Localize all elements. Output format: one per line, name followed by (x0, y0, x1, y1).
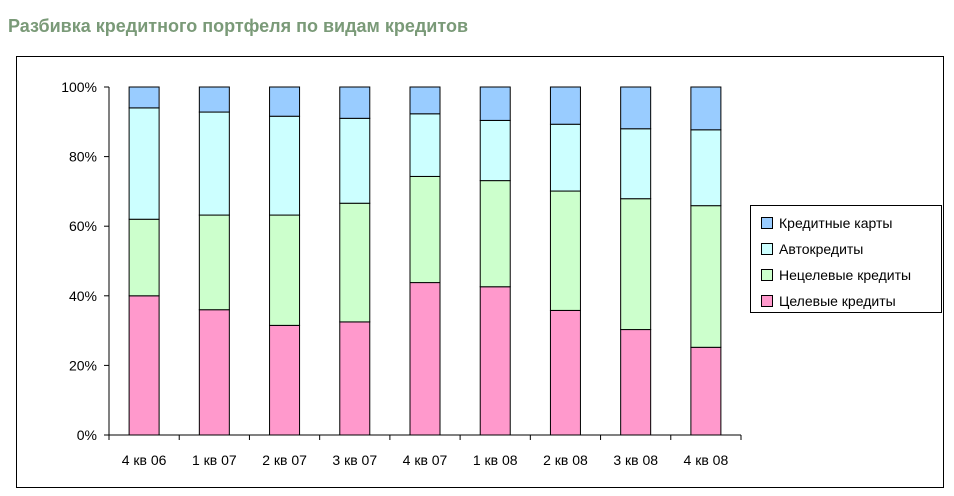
chart-area: 0% 20% 40% 60% 80% 100% 4 кв 06 1 кв 07 2 кв 07… (16, 56, 944, 488)
x-tick-label: 2 кв 07 (262, 452, 307, 468)
bar-segment-1-5 (409, 282, 441, 436)
bar-segment-3-1 (128, 107, 160, 220)
bar-segment-2-3 (269, 214, 301, 326)
x-tick-label: 4 кв 08 (684, 452, 729, 468)
bar-segment-2-7 (549, 190, 581, 311)
bar-segment-4-4 (339, 86, 371, 119)
bar-segment-2-6 (479, 180, 511, 288)
bar-segment-4-9 (690, 86, 722, 131)
stacked-bar-chart: 0% 20% 40% 60% 80% 100% 4 кв 06 1 кв 07 2 кв 07… (61, 79, 742, 468)
legend-item: Кредитные карты (761, 210, 941, 236)
y-tick-label: 40% (69, 288, 97, 304)
legend: Кредитные карты Автокредиты Нецелевые кр… (750, 205, 942, 313)
bar-segment-1-2 (198, 309, 230, 436)
legend-swatch (761, 295, 773, 307)
legend-label: Целевые кредиты (779, 293, 896, 309)
bar-segment-1-6 (479, 286, 511, 436)
bar-segment-4-3 (269, 86, 301, 117)
x-axis: 4 кв 06 1 кв 07 2 кв 07 3 кв 07 4 кв 07 1 кв … (108, 434, 742, 468)
bar-series (128, 86, 722, 436)
page-title: Разбивка кредитного портфеля по видам кр… (8, 16, 469, 36)
bar-segment-1-7 (549, 309, 581, 436)
bar-segment-4-2 (198, 86, 230, 113)
bar-segment-1-4 (339, 321, 371, 436)
bar-segment-1-3 (269, 324, 301, 436)
x-tick-label: 1 кв 07 (192, 452, 237, 468)
bar-segment-2-2 (198, 214, 230, 311)
bar-segment-3-8 (620, 128, 652, 200)
legend-label: Нецелевые кредиты (779, 267, 912, 283)
legend-swatch (761, 269, 773, 281)
bar-segment-4-8 (620, 86, 652, 130)
legend-item: Нецелевые кредиты (761, 262, 941, 288)
x-tick-label: 4 кв 06 (122, 452, 167, 468)
y-axis: 0% 20% 40% 60% 80% 100% (61, 79, 110, 443)
legend-item: Автокредиты (761, 236, 941, 262)
bar-segment-2-8 (620, 198, 652, 331)
bar-segment-4-7 (549, 86, 581, 125)
bar-segment-4-5 (409, 86, 441, 115)
bar-segment-1-8 (620, 329, 652, 436)
bar-segment-2-9 (690, 205, 722, 348)
legend-swatch (761, 243, 773, 255)
bar-segment-3-2 (198, 111, 230, 216)
x-tick-label: 3 кв 08 (613, 452, 658, 468)
bar-segment-3-7 (549, 123, 581, 192)
legend-swatch (761, 217, 773, 229)
bar-segment-4-1 (128, 86, 160, 109)
bar-segment-3-3 (269, 115, 301, 216)
bar-segment-3-4 (339, 117, 371, 204)
y-tick-label: 80% (69, 149, 97, 165)
legend-item: Целевые кредиты (761, 288, 941, 314)
x-tick-label: 1 кв 08 (473, 452, 518, 468)
bar-segment-3-9 (690, 129, 722, 207)
legend-label: Кредитные карты (779, 215, 893, 231)
bar-segment-2-4 (339, 202, 371, 323)
bar-segment-3-5 (409, 113, 441, 177)
y-tick-label: 0% (77, 427, 97, 443)
y-tick-label: 20% (69, 357, 97, 373)
y-tick-label: 100% (61, 79, 97, 95)
x-tick-label: 3 кв 07 (332, 452, 377, 468)
x-tick-label: 2 кв 08 (543, 452, 588, 468)
bar-segment-4-6 (479, 86, 511, 121)
legend-label: Автокредиты (779, 241, 864, 257)
y-tick-label: 60% (69, 218, 97, 234)
x-tick-label: 4 кв 07 (403, 452, 448, 468)
bar-segment-3-6 (479, 119, 511, 182)
bar-segment-2-5 (409, 175, 441, 284)
bar-segment-1-1 (128, 295, 160, 436)
bar-segment-1-9 (690, 346, 722, 436)
bar-segment-2-1 (128, 218, 160, 297)
